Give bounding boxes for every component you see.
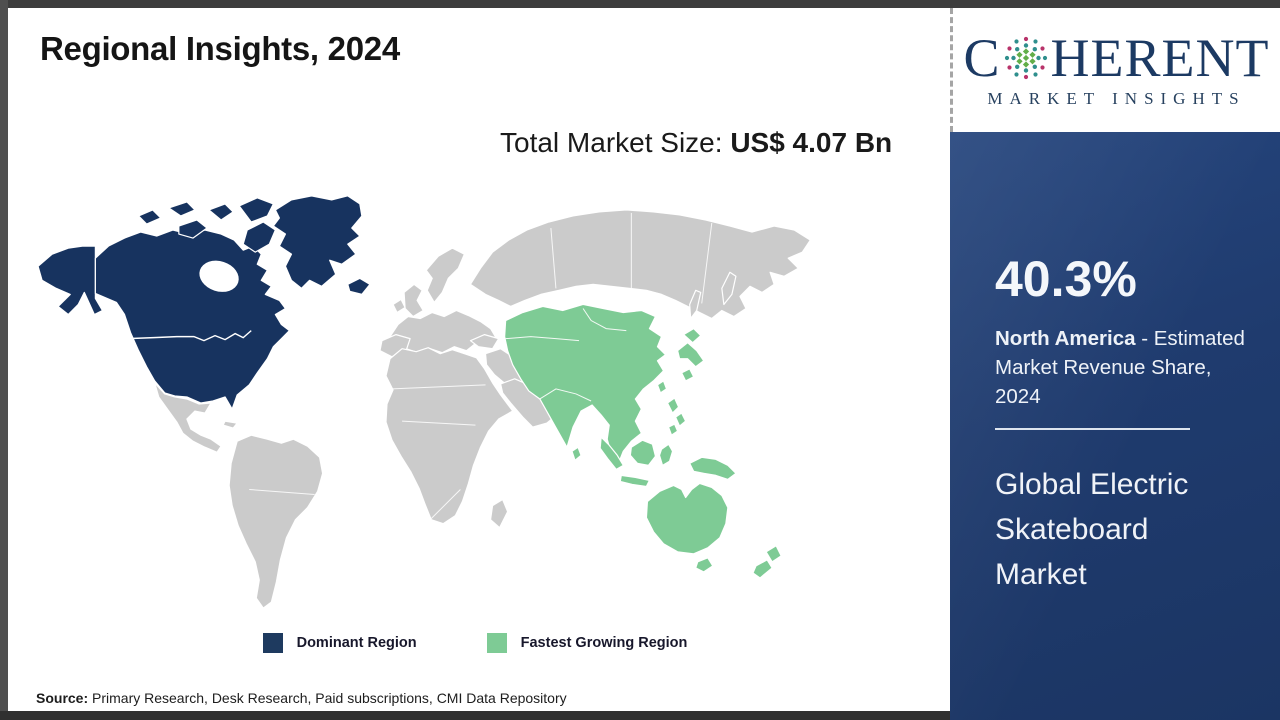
region-other-land — [154, 209, 811, 609]
legend-item-dominant: Dominant Region — [262, 633, 417, 653]
panel-divider — [995, 428, 1190, 430]
frame-bottom-bar — [0, 711, 950, 720]
page-title: Regional Insights, 2024 — [40, 30, 400, 67]
region-fastest-growing — [504, 303, 782, 579]
brand-letters-rest: HERENT — [1050, 28, 1270, 88]
market-name: Global Electric Skateboard Market — [995, 468, 1189, 591]
brand-logo: C — [950, 8, 1280, 132]
total-market-size-label: Total Market Size: — [500, 127, 731, 158]
region-dominant — [37, 195, 371, 410]
legend-item-growing: Fastest Growing Region — [486, 633, 688, 653]
source-line: Source: Primary Research, Desk Research,… — [36, 690, 567, 706]
dominant-region-label: Dominant Region — [296, 635, 417, 651]
fastest-growing-region-swatch — [486, 633, 507, 653]
map-legend: Dominant Region Fastest Growing Region — [0, 633, 950, 653]
brand-subtitle: MARKET INSIGHTS — [987, 89, 1246, 108]
fastest-growing-region-label: Fastest Growing Region — [520, 635, 688, 651]
world-map-svg — [37, 195, 811, 609]
market-share-desc-rest: - Estimated Market Revenue Share, 2024 — [995, 327, 1245, 409]
total-market-size: Total Market Size: US$ 4.07 Bn — [500, 124, 900, 163]
country-borders — [249, 212, 713, 520]
us-canada-border — [127, 330, 252, 342]
market-share-value: 40.3% — [995, 251, 1137, 307]
brand-letter-c: C — [963, 28, 1001, 88]
total-market-size-value: US$ 4.07 Bn — [730, 127, 893, 158]
asia-internal-borders — [505, 308, 627, 402]
hudson-bay — [199, 260, 239, 292]
market-share-description: North America - Estimated Market Revenue… — [995, 324, 1245, 411]
sidebar-panel: 40.3% North America - Estimated Market R… — [950, 132, 1280, 720]
sidebar: C — [950, 8, 1280, 720]
brand-wordmark: C — [964, 31, 1270, 85]
dotted-globe-icon — [1004, 36, 1047, 80]
market-share-region: North America — [995, 327, 1136, 350]
dominant-region-swatch — [262, 633, 283, 653]
source-label: Source: — [36, 690, 89, 706]
world-map — [28, 186, 933, 622]
source-text: Primary Research, Desk Research, Paid su… — [88, 690, 567, 706]
frame-left-bar — [0, 0, 8, 720]
frame-top-bar — [0, 0, 1280, 8]
